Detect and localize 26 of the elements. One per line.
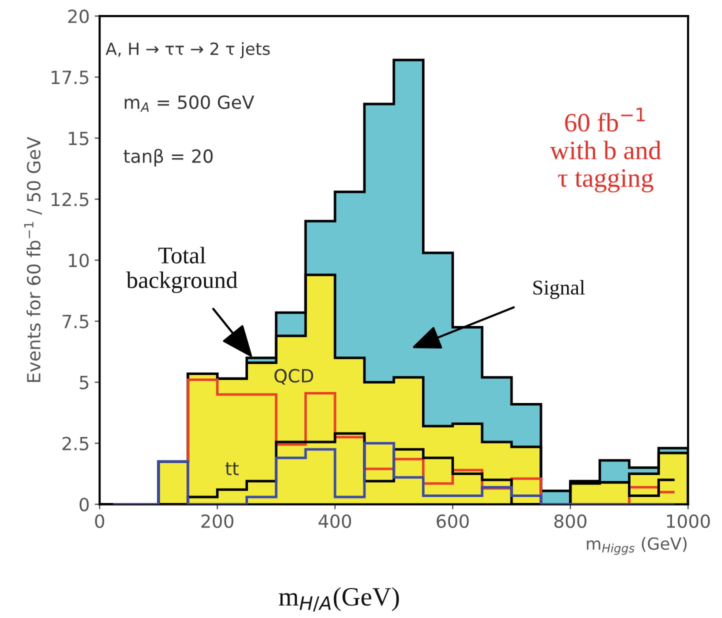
y-tick-label: 0 — [80, 498, 89, 512]
x-tick-label: 400 — [318, 514, 352, 528]
x-tick-label: 1000 — [667, 514, 710, 528]
x-tick-label: 600 — [436, 514, 469, 528]
text: m$_{H/A}$(GeV) — [278, 587, 399, 612]
annotation: tanβ = 20 — [124, 148, 213, 166]
x-tick-label: 0 — [95, 514, 104, 528]
x-tick-label: 800 — [554, 514, 586, 528]
y-tick-label: 7.5 — [62, 314, 88, 328]
y-tick-label: 5 — [80, 376, 88, 390]
annotation: QCD — [274, 368, 314, 385]
y-tick-label: 12.5 — [52, 192, 88, 206]
annotation: tt — [225, 462, 239, 476]
annotation: m$_{A}$ = 500 GeV — [124, 95, 254, 112]
y-tick-label: 20 — [68, 10, 89, 24]
y-tick-label: 2.5 — [62, 436, 88, 450]
y-tick-label: 15 — [68, 132, 88, 146]
y-axis-title: Events for 60 fb$^{−1}$ / 50 GeV — [24, 136, 42, 382]
annotation: Total background — [126, 246, 238, 294]
annotation: Signal — [533, 280, 585, 299]
x-tick-label: 200 — [201, 514, 234, 528]
annotation: A, H → ττ → 2 τ jets — [106, 42, 270, 58]
annotation: 60 fb$^{−1}$ with b and τ tagging — [550, 108, 662, 192]
y-tick-label: 10 — [68, 254, 89, 268]
x-axis-title: m$_{Higgs}$ (GeV) — [586, 537, 687, 555]
y-tick-label: 17.5 — [52, 70, 88, 84]
